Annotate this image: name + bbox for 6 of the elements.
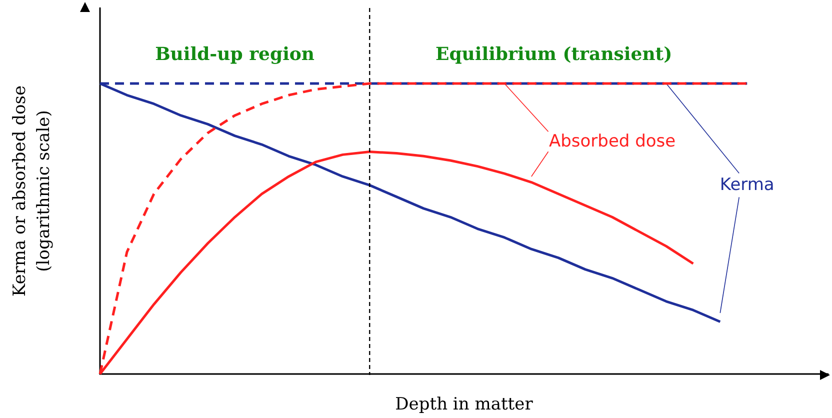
text: Kerma <box>720 175 774 196</box>
x-axis-title: Depth in matter <box>395 394 534 414</box>
text: Absorbed dose <box>548 132 676 152</box>
text: Build-up region <box>155 44 315 65</box>
text: Equilibrium (transient) <box>436 44 672 65</box>
y-axis-title: Kerma or absorbed dose (logarithmic scale) <box>10 85 54 297</box>
